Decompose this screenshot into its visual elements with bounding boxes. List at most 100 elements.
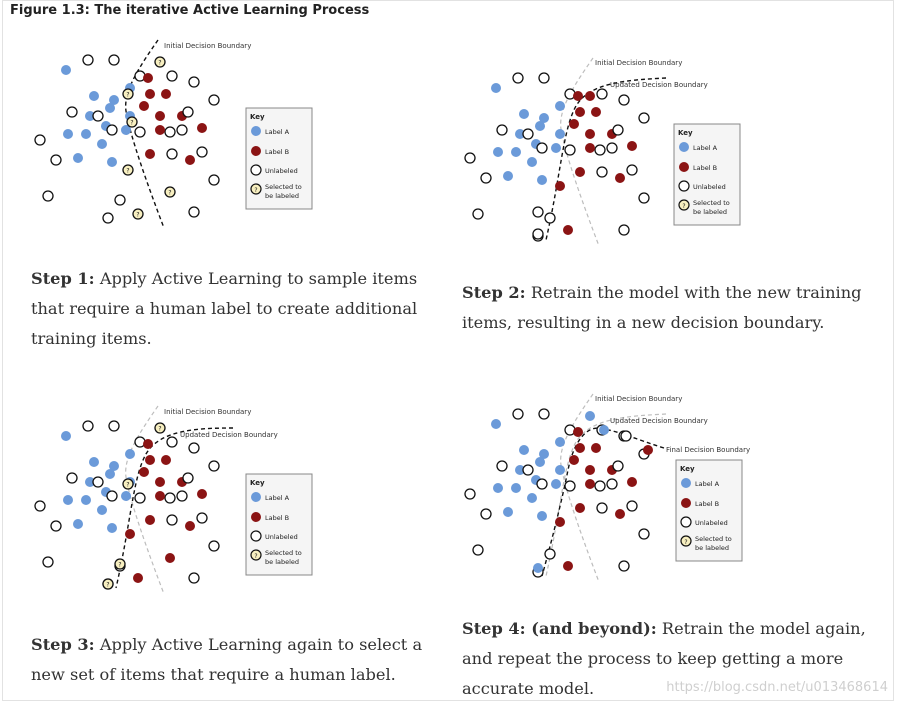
unlabeled-point [182, 472, 194, 484]
initial-boundary-label: Initial Decision Boundary [164, 408, 251, 416]
label-a-point [527, 157, 537, 167]
caption-step-4: Step 4: (and beyond): Retrain the model … [462, 614, 874, 704]
selected-point [132, 208, 144, 220]
step-1-text: Apply Active Learning to sample items th… [31, 269, 418, 348]
key-box: Key Label A Label B Unlabeled ? Selected… [245, 473, 313, 576]
unlabeled-point [596, 502, 608, 514]
step-3-text: Apply Active Learning again to select a … [31, 635, 423, 684]
panel-step-1: Initial Decision Boundary ?????? Key Lab… [28, 36, 328, 236]
unlabeled-point [612, 124, 624, 136]
label-b-point [161, 89, 171, 99]
label-b-point [591, 443, 601, 453]
selected-marker-glyph: ? [682, 203, 685, 210]
unlabeled-marker [250, 530, 262, 542]
caption-step-3: Step 3: Apply Active Learning again to s… [31, 630, 431, 690]
unlabeled-point [166, 70, 178, 82]
label-b-point [155, 125, 165, 135]
unlabeled-point [34, 134, 46, 146]
unlabeled-point [188, 572, 200, 584]
unlabeled-point [480, 172, 492, 184]
unlabeled-point [164, 492, 176, 504]
unlabeled-point [108, 54, 120, 66]
key-label-a: Label A [265, 494, 290, 502]
label-a-point [97, 505, 107, 515]
label-a-marker [251, 492, 261, 502]
label-a-point [493, 147, 503, 157]
unlabeled-point [618, 94, 630, 106]
unlabeled-point [82, 54, 94, 66]
label-b-marker [679, 162, 689, 172]
unlabeled-point [164, 126, 176, 138]
unlabeled-point [618, 224, 630, 236]
label-b-point [133, 573, 143, 583]
unlabeled-point [106, 124, 118, 136]
label-a-marker [679, 142, 689, 152]
label-b-point [145, 515, 155, 525]
step-2-text: Retrain the model with the new training … [462, 283, 862, 332]
label-a-point [107, 157, 117, 167]
unlabeled-point [596, 166, 608, 178]
label-b-point [585, 91, 595, 101]
unlabeled-point [638, 192, 650, 204]
points-layer [464, 408, 653, 578]
label-b-point [155, 111, 165, 121]
unlabeled-point [620, 430, 632, 442]
label-b-point [145, 455, 155, 465]
unlabeled-point [176, 490, 188, 502]
label-a-point [515, 465, 525, 475]
label-b-point [569, 119, 579, 129]
unlabeled-point [50, 154, 62, 166]
selected-point-glyph: ? [106, 582, 109, 589]
label-a-point [551, 479, 561, 489]
unlabeled-point [544, 548, 556, 560]
label-b-point [563, 225, 573, 235]
unlabeled-marker [678, 180, 690, 192]
label-b-point [575, 503, 585, 513]
key-unlabeled: Unlabeled [265, 167, 298, 175]
scatter-step-4: Initial Decision Boundary Updated Decisi… [464, 393, 750, 583]
updated-boundary-line [545, 77, 667, 241]
label-b-point [155, 477, 165, 487]
key-label-a: Label A [265, 128, 290, 136]
label-a-point [555, 101, 565, 111]
key-title: Key [678, 129, 693, 137]
unlabeled-point [522, 128, 534, 140]
selected-marker [678, 199, 690, 211]
label-b-point [585, 143, 595, 153]
key-label-a: Label A [695, 480, 720, 488]
unlabeled-point [166, 148, 178, 160]
selected-point-glyph: ? [118, 562, 121, 569]
unlabeled-point [472, 544, 484, 556]
unlabeled-point [42, 190, 54, 202]
initial-boundary-line [560, 393, 600, 583]
unlabeled-point [544, 212, 556, 224]
unlabeled-point [564, 480, 576, 492]
label-b-point [643, 445, 653, 455]
selected-point-glyph: ? [130, 120, 133, 127]
label-a-point [105, 469, 115, 479]
key-box: Key Label A Label B Unlabeled ? Selected… [245, 107, 313, 210]
scatter-step-3: Initial Decision Boundary Updated Decisi… [34, 405, 313, 595]
label-b-point [197, 123, 207, 133]
label-a-point [121, 125, 131, 135]
selected-point-glyph: ? [158, 426, 161, 433]
unlabeled-point [82, 420, 94, 432]
key-box: Key Label A Label B Unlabeled ? Selected… [673, 123, 741, 226]
caption-step-1: Step 1: Apply Active Learning to sample … [31, 264, 431, 354]
label-b-point [615, 509, 625, 519]
unlabeled-point [50, 520, 62, 532]
label-a-marker [681, 478, 691, 488]
selected-point [154, 56, 166, 68]
unlabeled-point [626, 164, 638, 176]
label-a-point [537, 175, 547, 185]
label-b-point [575, 443, 585, 453]
unlabeled-point [606, 478, 618, 490]
unlabeled-point [472, 208, 484, 220]
scatter-step-1: Initial Decision Boundary ?????? Key Lab… [34, 39, 313, 229]
unlabeled-point [606, 142, 618, 154]
initial-boundary-line [124, 39, 165, 229]
key-label-b: Label B [265, 148, 289, 156]
selected-point [122, 164, 134, 176]
label-b-point [155, 491, 165, 501]
final-boundary-label: Final Decision Boundary [666, 446, 750, 454]
